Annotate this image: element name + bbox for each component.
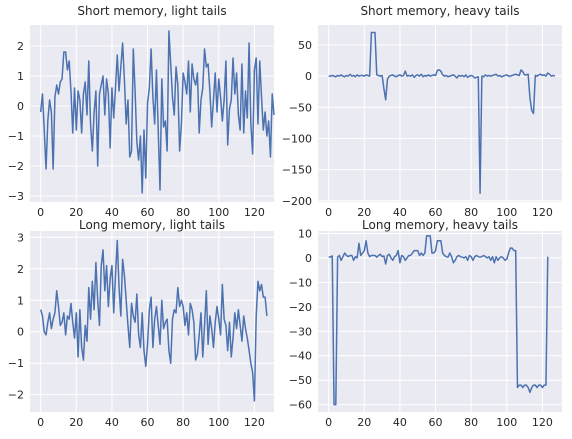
- y-tick-label: −10: [289, 276, 312, 289]
- y-tick-label: −150: [282, 164, 312, 177]
- subplot-title: Short memory, light tails: [77, 4, 226, 18]
- y-tick-label: 50: [298, 39, 312, 52]
- plot-area: [318, 231, 562, 412]
- x-tick-label: 0: [325, 416, 332, 429]
- y-tick-label: 1: [17, 70, 24, 83]
- y-tick-label: 0: [17, 326, 24, 339]
- y-tick-label: 1: [17, 294, 24, 307]
- y-tick-label: −2: [8, 389, 24, 402]
- y-tick-label: −40: [289, 350, 312, 363]
- x-tick-label: 40: [393, 416, 407, 429]
- x-tick-label: 120: [532, 206, 553, 219]
- x-tick-label: 100: [496, 206, 517, 219]
- x-tick-label: 0: [37, 206, 44, 219]
- y-tick-label: −1: [8, 130, 24, 143]
- series-line: [39, 239, 268, 402]
- y-tick-label: −60: [289, 399, 312, 412]
- y-tick-label: −100: [282, 132, 312, 145]
- subplot-title: Long memory, light tails: [79, 218, 225, 232]
- series-line: [39, 30, 275, 194]
- plot-area: [30, 25, 274, 202]
- x-tick-label: 20: [69, 416, 83, 429]
- y-tick-label: −30: [289, 325, 312, 338]
- x-tick-label: 80: [176, 206, 190, 219]
- x-tick-label: 60: [141, 206, 155, 219]
- y-tick-label: 10: [298, 227, 312, 240]
- subplot-short-memory-light-tails: Short memory, light tails 0 20 40 60 80 100 12…: [8, 4, 275, 219]
- x-tick-label: 80: [464, 416, 478, 429]
- x-tick-label: 100: [496, 416, 517, 429]
- x-tick-label: 80: [176, 416, 190, 429]
- x-tick-label: 40: [105, 416, 119, 429]
- x-tick-label: 40: [393, 206, 407, 219]
- y-tick-label: 0: [305, 70, 312, 83]
- x-tick-label: 20: [357, 416, 371, 429]
- y-tick-label: −20: [289, 301, 312, 314]
- y-tick-label: −200: [282, 195, 312, 208]
- x-tick-label: 60: [429, 206, 443, 219]
- y-tick-label: 0: [17, 100, 24, 113]
- x-tick-label: 100: [208, 416, 229, 429]
- x-tick-label: 20: [357, 206, 371, 219]
- subplot-long-memory-light-tails: Long memory, light tails 0 20 40 60 80 100 120…: [8, 218, 274, 429]
- y-tick-label: 3: [17, 231, 24, 244]
- plot-area: [318, 25, 562, 202]
- series-line: [328, 235, 549, 406]
- x-tick-label: 60: [429, 416, 443, 429]
- y-tick-label: −2: [8, 160, 24, 173]
- series-line: [328, 31, 556, 195]
- x-tick-label: 40: [105, 206, 119, 219]
- x-tick-label: 120: [244, 206, 265, 219]
- y-tick-label: 0: [305, 252, 312, 265]
- y-tick-label: −50: [289, 101, 312, 114]
- x-tick-label: 120: [244, 416, 265, 429]
- x-tick-label: 80: [464, 206, 478, 219]
- x-tick-label: 120: [532, 416, 553, 429]
- x-tick-label: 20: [69, 206, 83, 219]
- subplot-short-memory-heavy-tails: Short memory, heavy tails 0 20 40 60 80 100 12…: [282, 4, 562, 219]
- y-tick-label: 2: [17, 263, 24, 276]
- subplot-title: Short memory, heavy tails: [360, 4, 519, 18]
- y-tick-label: 2: [17, 40, 24, 53]
- y-tick-label: −1: [8, 357, 24, 370]
- y-tick-label: −3: [8, 190, 24, 203]
- subplot-title: Long memory, heavy tails: [362, 218, 518, 232]
- x-tick-label: 100: [208, 206, 229, 219]
- x-tick-label: 0: [37, 416, 44, 429]
- x-tick-label: 60: [141, 416, 155, 429]
- x-tick-label: 0: [325, 206, 332, 219]
- y-tick-label: −50: [289, 374, 312, 387]
- subplot-long-memory-heavy-tails: Long memory, heavy tails 0 20 40 60 80 100 120…: [289, 218, 562, 429]
